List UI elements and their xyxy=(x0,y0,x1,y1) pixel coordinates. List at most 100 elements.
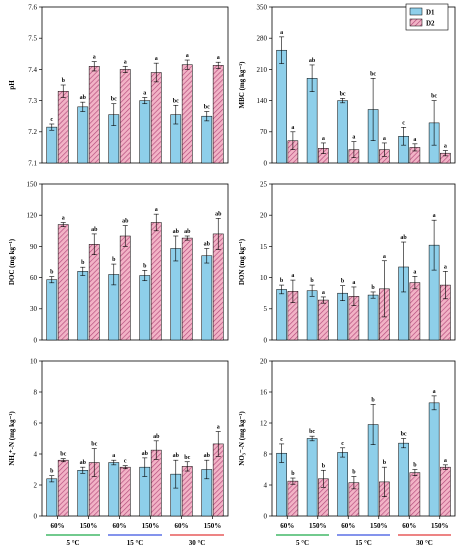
bar-d2 xyxy=(181,64,193,164)
bar-d2 xyxy=(150,72,162,164)
bar-d2 xyxy=(287,480,299,517)
plot-frame xyxy=(41,6,229,164)
significance-label: a xyxy=(280,30,283,36)
y-tick-label: 150 xyxy=(27,180,38,188)
legend-label-d2: D2 xyxy=(426,20,435,28)
y-tick-label: 60 xyxy=(30,274,38,282)
legend-swatch-d1 xyxy=(409,7,423,16)
significance-label: a xyxy=(322,136,325,142)
significance-label: a xyxy=(433,389,436,395)
moisture-label: 150% xyxy=(80,522,98,530)
significance-label: ab xyxy=(142,451,149,457)
plot-frame xyxy=(41,183,229,341)
moisture-label: 150% xyxy=(370,522,388,530)
bar-d2 xyxy=(150,222,162,341)
bar-d1 xyxy=(398,442,409,517)
bar-d2 xyxy=(181,237,193,341)
bar-d2 xyxy=(57,459,69,517)
significance-label: a xyxy=(291,125,294,131)
significance-label: a xyxy=(444,264,447,270)
significance-label: bc xyxy=(173,98,179,104)
significance-label: a xyxy=(124,59,127,65)
temperature-label: 30 °C xyxy=(416,539,433,547)
significance-label: c xyxy=(280,437,283,443)
significance-label: bc xyxy=(111,97,117,103)
bar-d1 xyxy=(276,289,287,341)
significance-label: ab xyxy=(173,453,180,459)
bar-d1 xyxy=(337,100,348,164)
y-tick-label: 10 xyxy=(30,357,38,365)
legend-label-d1: D1 xyxy=(426,9,435,17)
bar-d1 xyxy=(77,271,89,341)
significance-label: b xyxy=(50,469,54,475)
y-tick-label: 8 xyxy=(264,450,268,458)
significance-label: a xyxy=(62,215,65,221)
bar-d1 xyxy=(108,462,120,517)
y-tick-label: 0 xyxy=(34,336,38,344)
moisture-label: 150% xyxy=(431,522,449,530)
significance-label: b xyxy=(352,469,356,475)
bar-d2 xyxy=(57,90,69,164)
y-tick-label: 15 xyxy=(260,243,268,251)
significance-label: b xyxy=(291,471,295,477)
significance-label: b xyxy=(62,78,66,84)
bar-d2 xyxy=(212,233,224,341)
significance-label: a xyxy=(155,56,158,62)
panel-mbc: 0 70 140 210 280 350 MBC (mg kg⁻¹) a a ab a bc a bc a c… xyxy=(238,3,456,167)
significance-label: a xyxy=(352,280,355,286)
significance-label: a xyxy=(112,453,115,459)
significance-label: bc xyxy=(91,442,97,448)
significance-label: bc xyxy=(60,452,66,458)
significance-label: c xyxy=(124,459,127,465)
bar-d2 xyxy=(318,299,329,341)
bar-d2 xyxy=(212,65,224,164)
bar-d1 xyxy=(276,49,287,164)
bar-d1 xyxy=(306,438,318,517)
significance-label: bc xyxy=(340,91,346,97)
bar-d1 xyxy=(306,290,318,341)
significance-label: bc xyxy=(309,429,315,435)
significance-label: b xyxy=(322,463,326,469)
temperature-label: 5 °C xyxy=(66,539,79,547)
y-tick-label: 0 xyxy=(264,512,268,520)
y-tick-label: 70 xyxy=(260,128,268,136)
y-tick-label: 4 xyxy=(34,450,38,458)
significance-label: a xyxy=(352,135,355,141)
y-tick-label: 25 xyxy=(260,180,268,188)
significance-label: ab xyxy=(80,460,87,466)
bar-d1 xyxy=(367,294,379,341)
bar-d1 xyxy=(139,100,151,164)
bar-d2 xyxy=(181,466,193,517)
plot-frame xyxy=(271,6,456,164)
panel-ph: 7.1 7.2 7.3 7.4 7.5 7.6 pH c b ab a bc a a a bc a bc a xyxy=(8,3,229,167)
moisture-label: 60% xyxy=(280,522,294,530)
significance-label: bc xyxy=(431,94,437,100)
moisture-label: 60% xyxy=(113,522,127,530)
bar-d2 xyxy=(440,466,451,517)
y-tick-label: 7.2 xyxy=(28,128,37,136)
y-tick-label: 4 xyxy=(264,481,268,489)
y-tick-label: 90 xyxy=(30,243,38,251)
y-tick-label: 10 xyxy=(260,274,268,282)
moisture-label: 60% xyxy=(341,522,355,530)
significance-label: a xyxy=(433,213,436,219)
significance-label: a xyxy=(291,273,294,279)
significance-label: ab xyxy=(204,241,211,247)
significance-label: a xyxy=(413,269,416,275)
bar-d1 xyxy=(46,126,58,164)
bar-d2 xyxy=(57,224,69,341)
y-tick-label: 280 xyxy=(257,35,268,43)
bar-d1 xyxy=(77,470,89,517)
significance-label: b xyxy=(50,270,54,276)
bar-d2 xyxy=(119,235,131,341)
significance-label: b xyxy=(371,285,375,291)
significance-label: a xyxy=(383,136,386,142)
significance-label: c xyxy=(341,441,344,447)
bar-d1 xyxy=(337,452,348,517)
bar-d1 xyxy=(170,248,182,341)
y-tick-label: 350 xyxy=(257,3,268,11)
